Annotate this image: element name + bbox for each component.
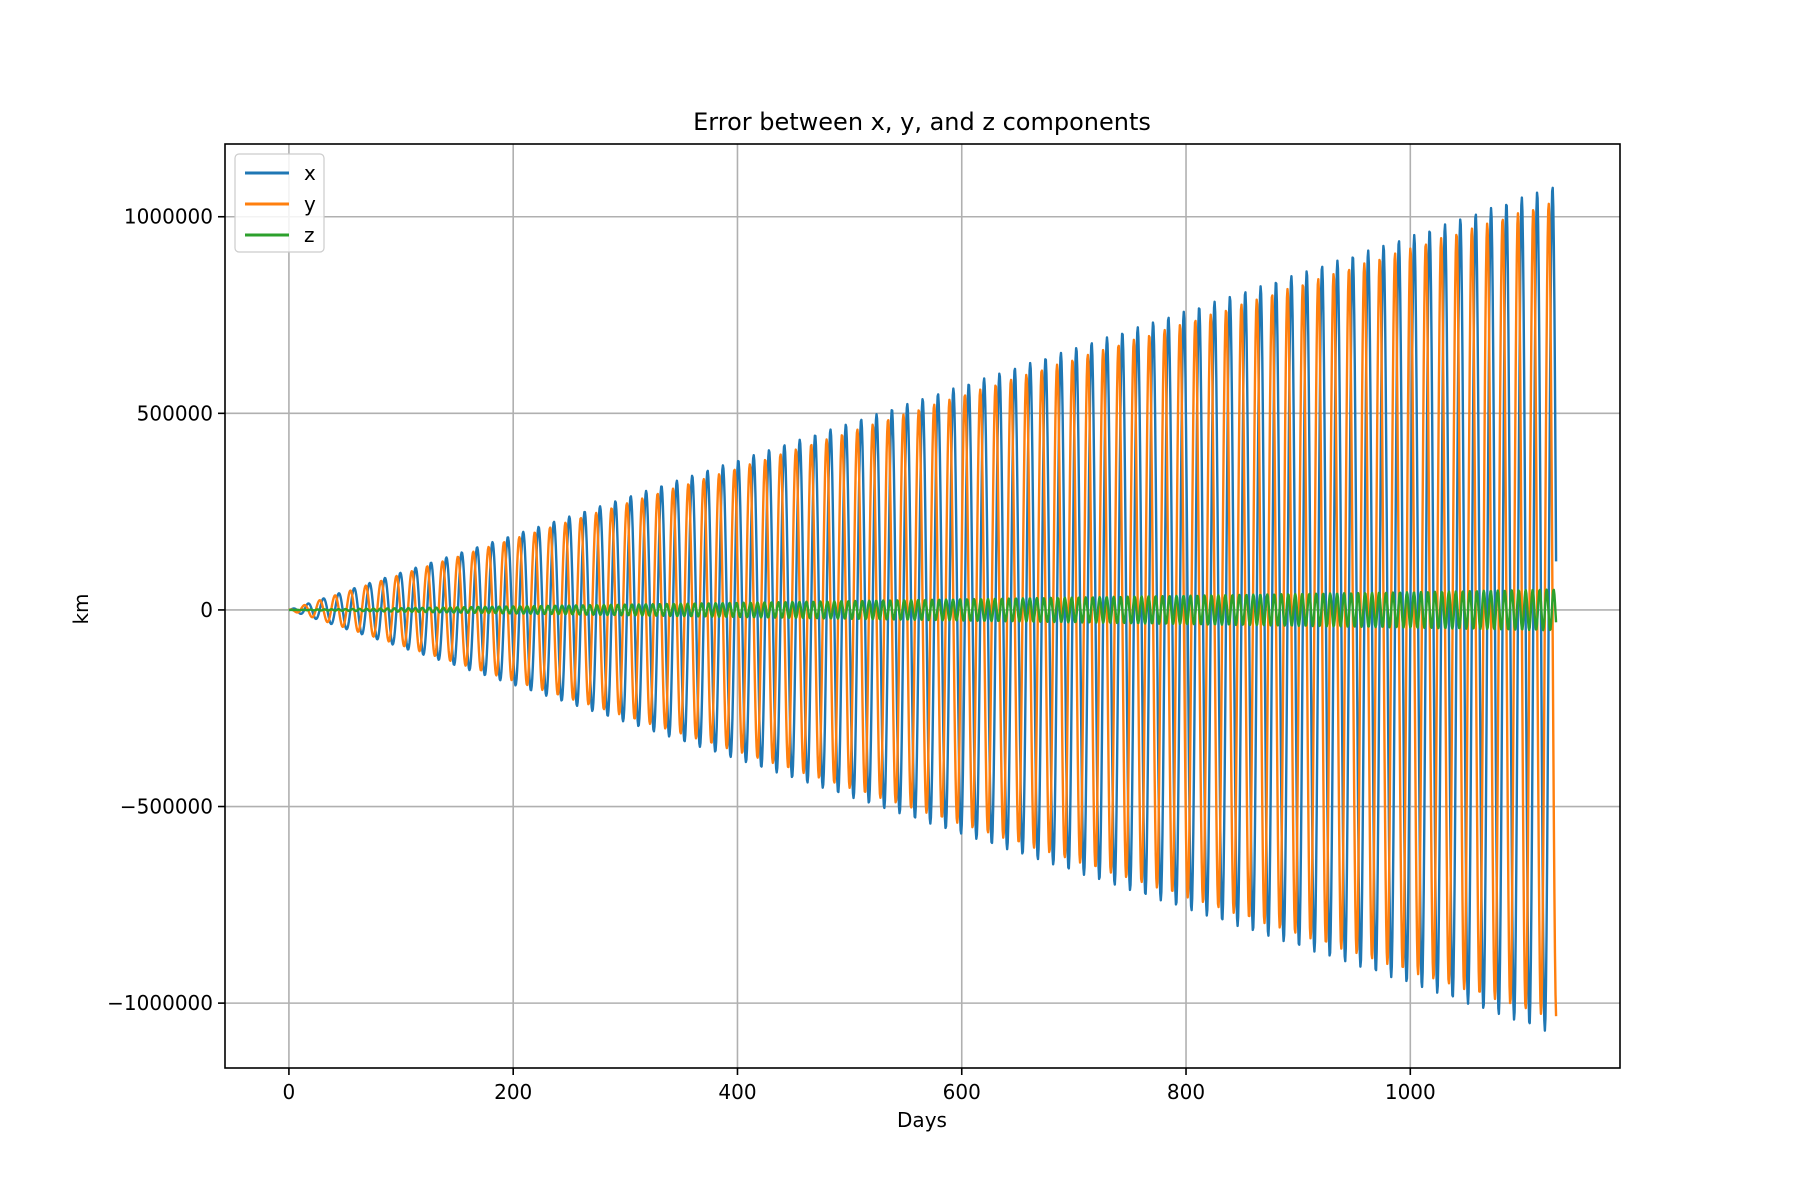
x-tick-label: 400	[718, 1080, 756, 1104]
x-axis-label: Days	[897, 1108, 947, 1132]
legend-entries: xyz	[245, 161, 316, 247]
plot-area	[288, 186, 1558, 1032]
chart-title: Error between x, y, and z components	[693, 108, 1151, 136]
y-tick-label: 500000	[137, 401, 213, 425]
x-tick-label: 1000	[1385, 1080, 1436, 1104]
x-tick-label: 200	[494, 1080, 532, 1104]
y-tick-label: 0	[200, 598, 213, 622]
series-line-z	[288, 588, 1558, 632]
y-tick-label: −500000	[120, 795, 213, 819]
legend-label-z: z	[304, 223, 315, 247]
series-line-x	[288, 186, 1558, 1032]
x-tick-label: 0	[283, 1080, 296, 1104]
y-tick-label: 1000000	[124, 205, 213, 229]
y-tick-label: −1000000	[107, 991, 213, 1015]
axis-ticks: 0 200 400 600 800 1000 −1000000 −500000 0 500000 1…	[107, 205, 1436, 1104]
legend-label-x: x	[304, 161, 316, 185]
legend-label-y: y	[304, 192, 316, 216]
y-axis-label: km	[69, 593, 93, 624]
x-tick-label: 600	[943, 1080, 981, 1104]
axes-frame	[224, 143, 1621, 1069]
x-tick-label: 800	[1167, 1080, 1205, 1104]
legend: xyz	[234, 153, 325, 253]
